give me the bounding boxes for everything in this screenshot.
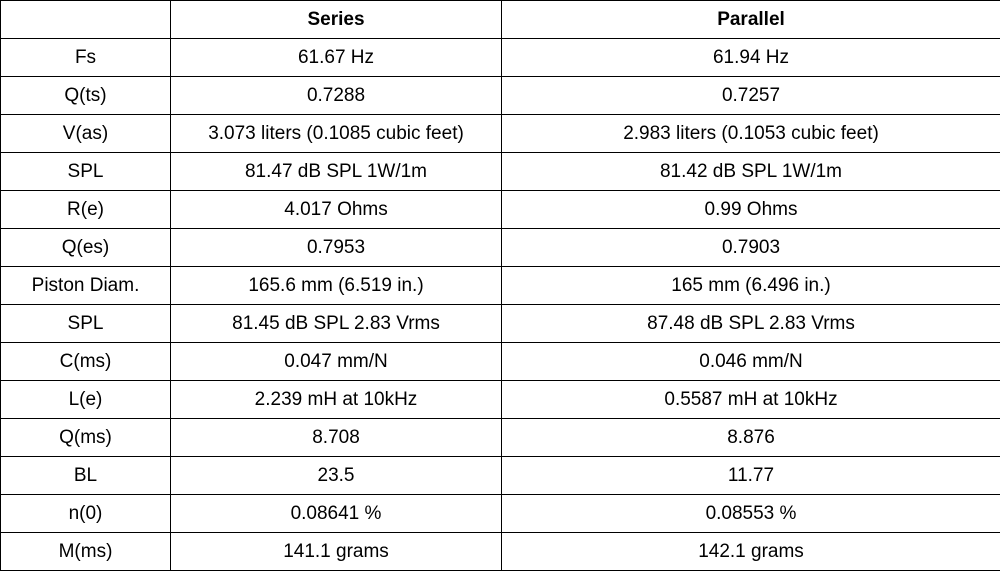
- series-value-cell: 165.6 mm (6.519 in.): [171, 267, 502, 305]
- table-row: Piston Diam.165.6 mm (6.519 in.)165 mm (…: [1, 267, 1000, 305]
- row-label-cell: Piston Diam.: [1, 267, 171, 305]
- row-label-cell: M(ms): [1, 533, 171, 571]
- series-value-cell: 8.708: [171, 419, 502, 457]
- header-series: Series: [171, 1, 502, 39]
- row-label-cell: C(ms): [1, 343, 171, 381]
- parallel-value-cell: 0.5587 mH at 10kHz: [502, 381, 1000, 419]
- series-value-cell: 0.08641 %: [171, 495, 502, 533]
- header-parallel: Parallel: [502, 1, 1000, 39]
- parallel-value-cell: 81.42 dB SPL 1W/1m: [502, 153, 1000, 191]
- parallel-value-cell: 61.94 Hz: [502, 39, 1000, 77]
- row-label-cell: Q(ts): [1, 77, 171, 115]
- table-row: n(0)0.08641 %0.08553 %: [1, 495, 1000, 533]
- parallel-value-cell: 2.983 liters (0.1053 cubic feet): [502, 115, 1000, 153]
- series-value-cell: 61.67 Hz: [171, 39, 502, 77]
- row-label-cell: L(e): [1, 381, 171, 419]
- parallel-value-cell: 0.99 Ohms: [502, 191, 1000, 229]
- row-label-cell: Fs: [1, 39, 171, 77]
- parallel-value-cell: 0.7903: [502, 229, 1000, 267]
- series-value-cell: 2.239 mH at 10kHz: [171, 381, 502, 419]
- header-corner-cell: [1, 1, 171, 39]
- row-label-cell: BL: [1, 457, 171, 495]
- series-value-cell: 4.017 Ohms: [171, 191, 502, 229]
- row-label-cell: Q(es): [1, 229, 171, 267]
- series-value-cell: 0.7288: [171, 77, 502, 115]
- row-label-cell: R(e): [1, 191, 171, 229]
- table-row: V(as)3.073 liters (0.1085 cubic feet)2.9…: [1, 115, 1000, 153]
- parallel-value-cell: 0.08553 %: [502, 495, 1000, 533]
- parallel-value-cell: 0.046 mm/N: [502, 343, 1000, 381]
- series-value-cell: 0.7953: [171, 229, 502, 267]
- row-label-cell: SPL: [1, 153, 171, 191]
- parallel-value-cell: 8.876: [502, 419, 1000, 457]
- header-row: Series Parallel: [1, 1, 1000, 39]
- series-value-cell: 81.45 dB SPL 2.83 Vrms: [171, 305, 502, 343]
- row-label-cell: Q(ms): [1, 419, 171, 457]
- parallel-value-cell: 142.1 grams: [502, 533, 1000, 571]
- parallel-value-cell: 0.7257: [502, 77, 1000, 115]
- parallel-value-cell: 87.48 dB SPL 2.83 Vrms: [502, 305, 1000, 343]
- parallel-value-cell: 165 mm (6.496 in.): [502, 267, 1000, 305]
- series-value-cell: 23.5: [171, 457, 502, 495]
- row-label-cell: n(0): [1, 495, 171, 533]
- series-value-cell: 3.073 liters (0.1085 cubic feet): [171, 115, 502, 153]
- row-label-cell: SPL: [1, 305, 171, 343]
- series-value-cell: 141.1 grams: [171, 533, 502, 571]
- series-value-cell: 0.047 mm/N: [171, 343, 502, 381]
- series-value-cell: 81.47 dB SPL 1W/1m: [171, 153, 502, 191]
- parallel-value-cell: 11.77: [502, 457, 1000, 495]
- row-label-cell: V(as): [1, 115, 171, 153]
